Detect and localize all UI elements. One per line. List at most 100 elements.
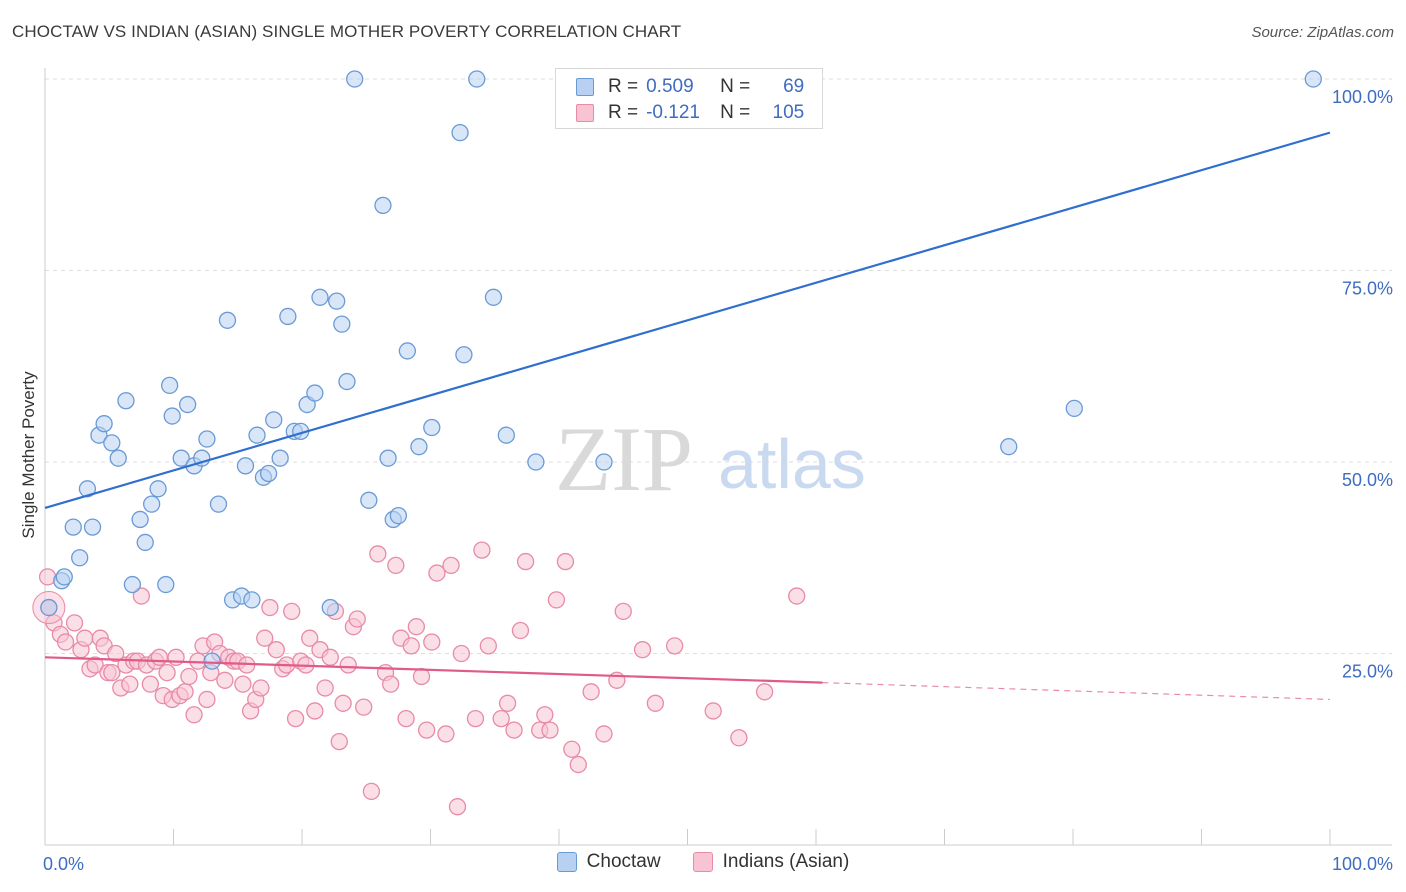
choctaw-point [484,288,503,306]
indian-asian-point [261,598,279,617]
choctaw-point [131,510,149,529]
choctaw-point [123,575,142,594]
indian-asian-point [283,602,301,621]
indian-asian-point [348,610,366,628]
indian-asian-point [362,782,381,801]
indian-asian-point [448,798,467,816]
indian-asian-point [339,656,357,674]
choctaw-point [109,449,127,467]
x-tick-label: 100.0% [1332,854,1393,874]
indian-asian-point [428,564,446,582]
y-tick-label: 25.0% [1342,662,1393,682]
indian-asian-point [505,721,523,739]
indian-asian-point [56,633,75,651]
indian-asian-point [167,648,185,666]
choctaw-point [1304,70,1322,88]
legend-label-choctaw: Choctaw [586,851,661,872]
indian-asian-trend-line [44,656,823,684]
choctaw-point [178,395,197,414]
indian-asian-legend-swatch [692,852,713,872]
choctaw-point [1000,438,1018,456]
indian-asian-point [666,637,684,655]
choctaw-point [203,652,221,670]
indian-asian-point [417,721,436,739]
indian-asian-point [76,629,94,647]
chart-title: CHOCTAW VS INDIAN (ASIAN) SINGLE MOTHER … [12,22,682,41]
choctaw-point [136,533,154,552]
choctaw-point [71,549,89,567]
choctaw-point [103,434,121,452]
indian-asian-point [646,694,665,712]
indian-asian-point [330,732,348,751]
indian-asian-point [267,641,285,659]
indian-asian-trend-extension [822,682,1331,701]
indian-asian-point [511,621,530,640]
indian-asian-point [38,568,57,586]
correlation-legend: R = 0.509 N = 69 R = -0.121 N = 105 [555,68,823,129]
indian-asian-point [150,648,169,666]
choctaw-point [360,491,378,509]
choctaw-point [193,449,211,467]
indian-asian-point [595,725,613,743]
indian-asian-point [614,602,632,621]
r-label: R = [608,102,639,123]
indian-asian-point [442,556,460,575]
choctaw-point [95,415,113,433]
watermark-zip: ZIP [555,408,693,510]
indian-asian-point [788,587,806,605]
choctaw-point [595,453,613,471]
indian-asian-point [334,694,352,712]
y-tick-label: 75.0% [1342,279,1393,299]
indian-asian-point [498,694,517,712]
n-value: 105 [772,102,805,123]
legend-item-indian-asian[interactable]: Indians (Asian) [692,851,849,873]
choctaw-point [346,70,364,88]
choctaw-point [83,518,102,536]
choctaw-point [160,376,179,395]
indian-asian-point [176,683,194,701]
choctaw-point [468,70,486,88]
y-tick-label: 50.0% [1342,470,1393,490]
indian-asian-point [355,698,373,716]
indian-asian-point [633,641,652,659]
indian-asian-point [198,690,216,709]
r-value: -0.121 [646,102,700,123]
r-label: R = [608,76,639,97]
choctaw-trend-line [44,131,1331,510]
indian-asian-point [397,709,415,728]
indian-asian-point [256,629,274,647]
indian-asian-point [234,675,252,693]
y-axis-label: Single Mother Poverty [19,371,38,539]
legend-item-choctaw[interactable]: Choctaw [556,851,661,873]
choctaw-point [410,438,428,456]
n-label: N = [720,102,751,123]
indian-asian-point [423,633,441,651]
choctaw-point [243,591,261,609]
indian-asian-point [569,755,587,774]
choctaw-point [328,292,346,310]
indian-asian-point [252,679,270,697]
choctaw-point [117,392,135,410]
n-label: N = [720,76,751,97]
choctaw-point [321,598,339,617]
indian-asian-point [437,725,455,743]
indian-asian-point [387,556,405,575]
indian-asian-point [473,541,491,559]
indian-asian-point [755,683,774,701]
indian-asian-point [216,671,234,689]
indian-asian-point [492,709,510,728]
choctaw-point [333,315,351,333]
choctaw-point [455,346,473,364]
trend-lines [44,131,1331,701]
indian-asian-point [541,721,559,739]
choctaw-point [311,288,329,306]
choctaw-point [209,495,228,513]
legend-row-choctaw: R = 0.509 N = 69 [576,75,804,99]
indian-asian-point [306,702,324,720]
choctaw-legend-swatch [556,852,577,872]
grid-lines [45,78,1392,654]
indian-asian-point [382,675,400,693]
indian-asian-point [301,629,319,647]
choctaw-point [306,384,324,402]
